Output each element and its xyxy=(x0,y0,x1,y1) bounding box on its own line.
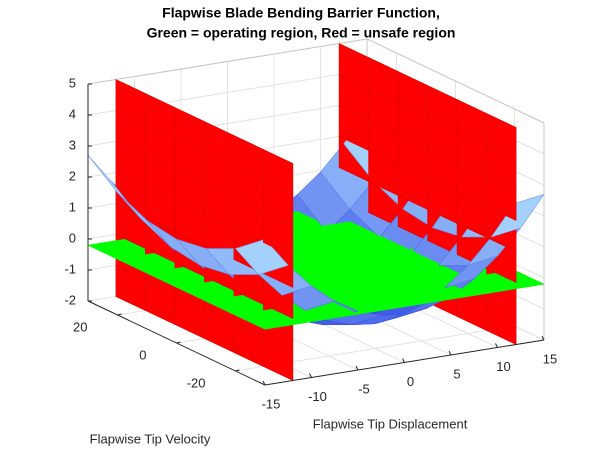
x-tick xyxy=(309,373,312,378)
x-tick-label: 10 xyxy=(496,359,510,374)
x-tick xyxy=(262,380,266,386)
z-tick-label: 5 xyxy=(69,75,76,90)
z-tick-label: -2 xyxy=(64,292,76,307)
x-tick-label: -10 xyxy=(308,389,327,404)
x-tick xyxy=(448,350,452,356)
y-axis-label: Flapwise Tip Velocity xyxy=(90,431,211,446)
surface-patch xyxy=(235,239,289,275)
y-tick xyxy=(235,369,240,372)
x-tick xyxy=(402,358,405,363)
z-tick-label: 0 xyxy=(69,230,76,245)
z-tick-label: 4 xyxy=(69,106,76,121)
x-tick-label: 15 xyxy=(543,351,557,366)
x-tick xyxy=(355,365,359,371)
y-tick-label: 20 xyxy=(73,319,87,334)
box-edge xyxy=(366,38,545,124)
unsafe-plane xyxy=(263,149,294,195)
z-tick-label: 3 xyxy=(69,137,76,152)
x-tick-label: -15 xyxy=(262,396,281,411)
x-tick-label: 5 xyxy=(453,366,460,381)
y-tick-label: 0 xyxy=(139,347,146,362)
chart-title: Flapwise Blade Bending Barrier Function, xyxy=(162,5,440,21)
x-axis-label: Flapwise Tip Displacement xyxy=(313,416,468,431)
z-tick-label: 1 xyxy=(69,199,76,214)
operating-plane xyxy=(235,311,289,330)
unsafe-plane xyxy=(486,113,517,159)
box-edge xyxy=(87,38,368,85)
z-tick-label: 2 xyxy=(69,168,76,183)
x-tick xyxy=(541,335,545,341)
x-tick xyxy=(495,343,498,348)
y-tick xyxy=(117,313,122,316)
y-tick xyxy=(176,341,181,344)
chart-subtitle: Green = operating region, Red = unsafe r… xyxy=(147,25,456,41)
y-tick-label: -20 xyxy=(187,375,206,390)
x-tick-label: -5 xyxy=(358,381,370,396)
z-tick-label: -1 xyxy=(64,261,76,276)
x-tick-label: 0 xyxy=(407,374,414,389)
